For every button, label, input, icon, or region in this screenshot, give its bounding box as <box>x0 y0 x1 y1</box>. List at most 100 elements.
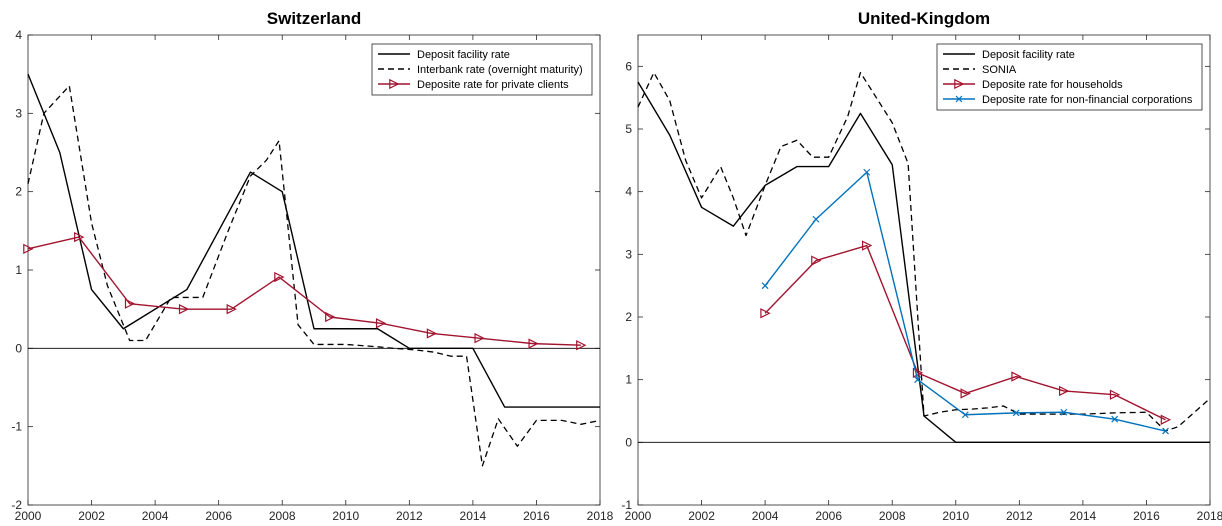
y-tick-label: 1 <box>15 263 22 277</box>
series-4 <box>761 168 1169 435</box>
legend-item: Interbank rate (overnight maturity) <box>378 64 583 76</box>
data-point <box>1059 385 1070 397</box>
x-tick-label: 2016 <box>1133 509 1160 523</box>
y-tick-label: 2 <box>15 185 22 199</box>
data-point <box>1011 371 1022 382</box>
x-marker-stroke <box>914 376 922 384</box>
x-tick-label: 2012 <box>396 509 423 523</box>
data-point <box>912 367 924 378</box>
data-point <box>1060 408 1068 416</box>
series-line <box>764 171 1166 432</box>
plot-area-border <box>637 34 1211 506</box>
series-2 <box>27 85 601 467</box>
data-point <box>914 376 922 384</box>
legend-label: Deposit facility rate <box>982 49 1075 61</box>
x-marker-stroke <box>961 411 969 419</box>
x-marker-stroke <box>761 282 769 290</box>
y-tick-label: 0 <box>15 341 22 355</box>
x-tick-label: 2004 <box>752 509 779 523</box>
series-2 <box>637 71 1211 432</box>
series-line <box>27 236 581 346</box>
legend-item: Deposit facility rate <box>378 49 510 61</box>
series-line <box>637 81 1210 444</box>
x-marker-stroke <box>1162 427 1169 435</box>
x-marker-stroke <box>1060 408 1068 416</box>
data-point <box>23 243 34 255</box>
y-tick-label: -1 <box>11 420 22 434</box>
y-tick-label: 1 <box>625 373 632 387</box>
series-line <box>637 71 1211 432</box>
data-point <box>226 303 237 315</box>
x-tick-label: 2000 <box>625 509 652 523</box>
data-point <box>761 282 769 290</box>
legend-label: SONIA <box>982 64 1017 76</box>
x-tick-label: 2002 <box>78 509 105 523</box>
data-point <box>1109 389 1121 400</box>
x-tick-label: 2002 <box>688 509 715 523</box>
chart-panel-1: Switzerland 2000 2002 2004 2006 2008 2010 2012 2… <box>11 9 613 523</box>
x-marker-stroke <box>1012 409 1020 417</box>
x-tick-label: 2006 <box>815 509 842 523</box>
x-tick-label: 2000 <box>15 509 42 523</box>
data-point <box>1162 427 1169 435</box>
data-point <box>811 255 822 266</box>
data-point <box>274 271 285 283</box>
series-1 <box>637 81 1210 444</box>
x-marker-stroke <box>955 95 963 103</box>
legend-item: Deposite rate for households <box>943 78 1123 91</box>
legend-marker <box>389 78 400 90</box>
y-tick-label: 4 <box>625 185 632 199</box>
y-tick-label: 5 <box>625 122 632 136</box>
y-tick-label: 6 <box>625 59 632 73</box>
legend: Deposit facility rate SONIA Deposite rate … <box>936 43 1203 111</box>
data-point <box>1111 415 1119 423</box>
legend-item: Deposit facility rate <box>943 49 1075 61</box>
legend-label: Deposit facility rate <box>417 49 510 61</box>
data-point <box>760 308 771 319</box>
legend-label: Deposite rate for non-financial corporat… <box>982 94 1193 106</box>
data-point <box>474 332 485 344</box>
plot-area-border <box>27 34 601 506</box>
x-tick-label: 2008 <box>269 509 296 523</box>
legend-box <box>936 43 1203 111</box>
legend-item: Deposite rate for private clients <box>378 78 569 91</box>
x-tick-label: 2006 <box>205 509 232 523</box>
data-point <box>1012 409 1020 417</box>
x-marker-stroke <box>1111 415 1119 423</box>
series-line <box>27 85 601 467</box>
y-tick-label: 0 <box>625 435 632 449</box>
x-tick-label: 2004 <box>142 509 169 523</box>
legend: Deposit facility rate Interbank rate (ove… <box>371 43 593 96</box>
series-line <box>27 73 600 408</box>
data-point <box>528 338 539 349</box>
data-point <box>325 311 336 323</box>
series-line <box>764 244 1166 421</box>
x-tick-label: 2010 <box>332 509 359 523</box>
legend-label: Deposite rate for households <box>982 79 1123 91</box>
data-point <box>124 298 136 309</box>
series-3 <box>23 231 587 351</box>
data-point <box>960 388 971 399</box>
x-tick-label: 2018 <box>587 509 614 523</box>
y-tick-label: 2 <box>625 310 632 324</box>
legend-label: Deposite rate for private clients <box>417 79 569 91</box>
data-point <box>863 168 871 176</box>
x-tick-label: 2014 <box>1070 509 1097 523</box>
data-point <box>426 328 438 339</box>
y-tick-label: 3 <box>625 247 632 261</box>
legend-marker <box>955 95 963 103</box>
x-tick-label: 2010 <box>942 509 969 523</box>
data-point <box>178 303 190 315</box>
series-1 <box>27 73 600 408</box>
y-tick-label: 4 <box>15 28 22 42</box>
x-marker-stroke <box>812 215 820 223</box>
chart-title: Switzerland <box>267 9 361 28</box>
series-3 <box>760 240 1172 425</box>
y-tick-label: -2 <box>11 498 22 512</box>
legend-item: SONIA <box>943 64 1017 76</box>
legend-item: Deposite rate for non-financial corporat… <box>943 94 1193 106</box>
x-marker-stroke <box>863 168 871 176</box>
x-tick-label: 2018 <box>1197 509 1222 523</box>
chart-title: United-Kingdom <box>858 9 990 28</box>
